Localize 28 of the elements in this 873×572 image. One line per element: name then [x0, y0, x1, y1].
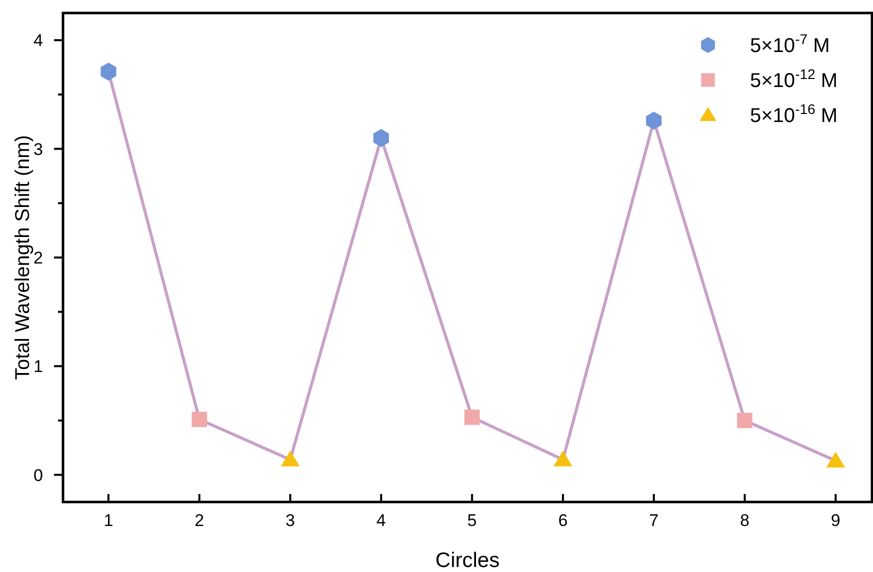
point [826, 452, 846, 468]
y-tick-label: 1 [34, 357, 43, 376]
point [100, 62, 116, 81]
legend-label: 5×10$^{-12}$ M [750, 66, 838, 92]
point [373, 128, 389, 147]
x-tick-label: 5 [467, 511, 477, 530]
x-tick-label: 7 [649, 511, 659, 530]
x-tick-label: 2 [194, 511, 204, 530]
point [737, 412, 752, 428]
y-tick-label: 4 [34, 31, 43, 50]
y-tick-label: 3 [34, 140, 43, 159]
y-tick-label: 0 [34, 466, 43, 485]
point [280, 450, 300, 466]
x-axis-title: Circles [435, 549, 500, 572]
legend-label: 5×10$^{-7}$ M [750, 31, 830, 57]
x-tick-label: 9 [830, 511, 840, 530]
x-tick-label: 3 [286, 511, 295, 530]
point [464, 410, 480, 425]
x-tick-label: 6 [558, 511, 568, 530]
point [192, 412, 207, 428]
point [646, 112, 662, 130]
x-tick-label: 1 [104, 511, 114, 530]
point [553, 450, 572, 466]
x-tick-label: 4 [376, 511, 386, 530]
legend-label: 5×10$^{-16}$ M [750, 101, 838, 127]
y-tick-label: 2 [34, 248, 43, 268]
x-tick-label: 8 [740, 511, 750, 530]
y-axis-title: Total Wavelength Shift (nm) [12, 135, 34, 380]
